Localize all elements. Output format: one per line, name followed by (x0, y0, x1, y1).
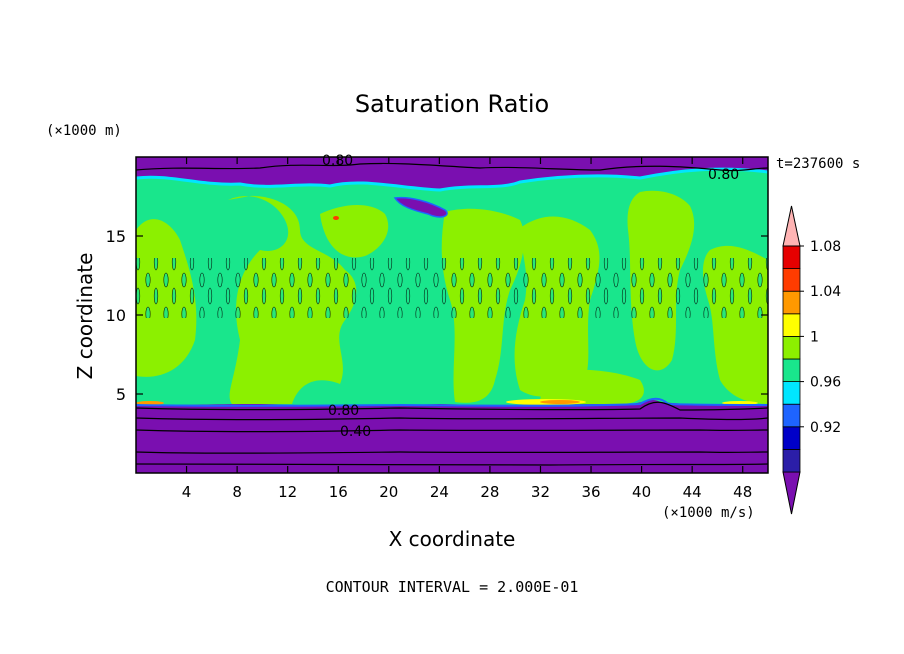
colorbar-tick-label: 1.08 (810, 239, 841, 255)
colorbar-segment (782, 290, 801, 315)
colorbar-tick-label: 1.04 (810, 284, 841, 300)
plot-area (136, 157, 768, 473)
x-tick-label: 12 (278, 483, 297, 501)
colorbar-tick-label: 0.96 (810, 375, 841, 391)
contour-lines (136, 162, 768, 466)
colorbar-under-arrow (782, 471, 801, 515)
x-tick-label: 32 (531, 483, 550, 501)
field-cloud-base-edge (136, 397, 768, 407)
field-dry-intrusion (393, 196, 448, 218)
field-cloud-rim-top (136, 167, 768, 192)
colorbar-segment (782, 426, 801, 450)
y-axis-label: Z coordinate (73, 253, 97, 380)
colorbar-segment (782, 448, 801, 473)
x-axis: 4 8 12 16 20 24 28 32 36 40 44 48 (182, 157, 752, 501)
x-tick-label: 4 (182, 483, 192, 501)
colorbar-segment (782, 403, 801, 428)
colorbar-segment (782, 335, 801, 360)
y-tick-label: 5 (116, 385, 126, 404)
colorbar-segment (782, 245, 801, 270)
x-tick-label: 44 (683, 483, 702, 501)
colorbar-segment (782, 381, 801, 405)
contour-interval-footer: CONTOUR INTERVAL = 2.000E-01 (326, 578, 579, 596)
colorbar: 0.92 0.96 1 1.04 1.08 (782, 205, 841, 515)
x-tick-label: 36 (581, 483, 600, 501)
field-lower-band-1 (136, 412, 768, 473)
x-tick-label: 28 (480, 483, 499, 501)
y-tick-label: 15 (106, 227, 126, 246)
x-tick-label: 16 (329, 483, 348, 501)
contour-label-1: 0.80 (322, 153, 353, 169)
x-unit-label: (×1000 m/s) (662, 505, 755, 521)
x-tick-label: 48 (733, 483, 752, 501)
y-tick-label: 10 (106, 306, 126, 325)
colorbar-tick-label: 0.92 (810, 420, 841, 436)
x-tick-label: 40 (632, 483, 651, 501)
time-label: t=237600 s (776, 156, 860, 172)
colorbar-over-arrow (782, 205, 801, 247)
colorbar-segment (782, 313, 801, 337)
y-axis: 5 10 15 (106, 227, 768, 404)
colorbar-tick-label: 1 (810, 329, 819, 345)
colorbar-segment (782, 358, 801, 383)
y-unit-label: (×1000 m) (46, 123, 122, 139)
x-axis-label: X coordinate (389, 527, 516, 551)
x-tick-label: 20 (379, 483, 398, 501)
colorbar-segment (782, 268, 801, 292)
field-hotspots (136, 216, 758, 405)
chart-title: Saturation Ratio (355, 90, 549, 118)
contour-label-2: 0.80 (708, 167, 739, 183)
contour-label-4: 0.40 (340, 424, 371, 440)
field-convective-speckle (136, 258, 768, 318)
x-tick-label: 24 (430, 483, 449, 501)
x-tick-label: 8 (232, 483, 242, 501)
contour-label-3: 0.80 (328, 403, 359, 419)
